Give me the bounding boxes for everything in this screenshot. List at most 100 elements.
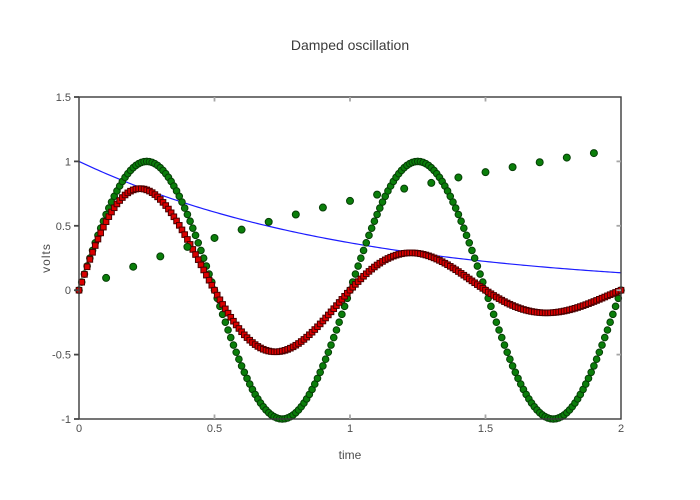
marker-circle [324,348,333,357]
marker-circle [454,173,463,182]
marker-circle [365,231,373,240]
series-exponential-decay-envelope [78,160,622,274]
marker-circle [562,153,571,162]
marker-circle [226,333,235,342]
marker-circle [454,210,463,219]
marker-circle [609,310,617,319]
marker-circle [595,348,604,357]
marker-circle [587,368,595,377]
marker-circle [183,210,192,219]
marker-circle [473,262,482,270]
marker-circle [186,217,194,225]
marker-square [78,278,86,286]
marker-circle [359,246,368,255]
marker-circle [457,217,465,225]
marker-circle [487,302,495,311]
marker-circle [489,310,498,319]
marker-circle [590,362,598,370]
y-tick-label: 1.5 [56,92,71,104]
x-tick-label: 0.5 [207,423,222,435]
marker-circle [340,302,349,311]
marker-circle [351,270,360,278]
marker-square [91,242,99,249]
marker-circle [400,184,409,193]
axis-ticks: -1 -0.5 0 0.5 1 1.5 0 0.5 1 1.5 2 [52,92,624,435]
y-tick-label: 0 [65,285,71,297]
marker-circle [319,362,327,370]
marker-circle [224,326,232,334]
marker-circle [589,149,598,158]
marker-circle [183,242,192,251]
marker-circle [606,318,614,327]
marker-circle [210,233,219,242]
marker-square [83,263,91,271]
x-tick-label: 2 [618,423,624,435]
marker-circle [497,333,506,342]
marker-circle [327,341,335,349]
marker-circle [180,204,189,212]
y-tick-label: 1 [65,156,71,168]
marker-circle [264,217,273,226]
marker-square [81,271,88,278]
marker-circle [373,190,382,199]
marker-circle [191,231,200,240]
marker-circle [367,224,376,232]
x-tick-label: 0 [76,423,82,435]
y-tick-label: -0.5 [52,350,71,362]
marker-circle [338,310,346,319]
marker-circle [462,231,471,240]
marker-circle [476,270,484,278]
marker-circle [470,254,479,262]
marker-circle [194,238,203,247]
marker-circle [370,217,379,225]
marker-circle [373,210,381,219]
marker-circle [460,224,468,232]
y-axis-title: volts [39,243,53,273]
marker-circle [508,163,517,172]
x-tick-label: 1 [347,423,353,435]
marker-circle [178,198,186,206]
marker-circle [229,341,238,349]
marker-circle [357,254,365,262]
marker-circle [237,225,246,234]
marker-circle [503,348,511,357]
marker-circle [506,355,514,364]
marker-circle [221,318,230,327]
marker-circle [500,341,509,349]
marker-circle [598,341,606,349]
marker-circle [313,374,322,383]
marker-circle [584,374,593,383]
x-tick-label: 1.5 [478,423,493,435]
marker-circle [508,362,517,370]
marker-circle [492,318,501,327]
y-tick-label: -1 [61,414,71,426]
marker-circle [362,238,371,247]
marker-square [97,229,104,237]
marker-circle [451,204,460,212]
marker-circle [235,355,243,364]
marker-square [89,249,96,256]
marker-circle [600,333,609,342]
marker-circle [102,273,111,282]
marker-circle [376,204,384,212]
marker-circle [481,168,490,177]
marker-square [100,223,107,231]
marker-circle [332,326,341,334]
marker-circle [321,355,330,364]
marker-square [94,235,102,243]
marker-circle [535,158,544,167]
marker-circle [189,224,197,232]
series-damped-oscillation [75,185,625,356]
marker-circle [240,368,249,377]
marker-circle [318,203,327,212]
marker-circle [465,238,474,247]
marker-circle [495,326,503,334]
marker-square [86,256,94,263]
marker-circle [449,198,457,206]
marker-circle [156,252,165,261]
marker-circle [427,178,436,187]
chart-title: Damped oscillation [290,37,410,53]
marker-circle [197,246,205,255]
